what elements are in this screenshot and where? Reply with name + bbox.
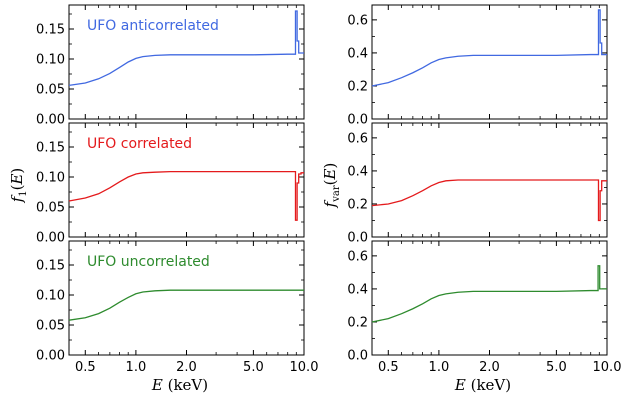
series-line bbox=[68, 170, 304, 221]
y-tick-label: 0.2 bbox=[347, 79, 368, 94]
x-tick-label: 1.0 bbox=[429, 360, 450, 375]
y-tick-label: 0.4 bbox=[347, 164, 368, 179]
y-tick-label: 0.6 bbox=[347, 13, 368, 28]
y-tick-label: 0.4 bbox=[347, 46, 368, 61]
panel-frame bbox=[371, 240, 608, 356]
y-tick-label: 0.15 bbox=[36, 259, 65, 274]
x-tick-label: 2.0 bbox=[479, 360, 500, 375]
series-line bbox=[68, 289, 304, 321]
y-tick-label: 0.05 bbox=[36, 319, 65, 334]
y-tick-label: 0.0 bbox=[347, 231, 368, 246]
y-tick-label: 0.0 bbox=[347, 113, 368, 128]
left-panel-1: 0.00 0.05 0.10 0.15 UFO anticorrelated bbox=[36, 4, 305, 128]
y-tick-label: 0.2 bbox=[347, 197, 368, 212]
y-tick-label: 0.0 bbox=[347, 349, 368, 364]
x-tick-label: 5.0 bbox=[546, 360, 567, 375]
y-tick-label: 0.00 bbox=[36, 349, 65, 364]
right-panel-2: 0.0 0.2 0.4 0.6 bbox=[347, 122, 608, 246]
y-tick-label: 0.10 bbox=[36, 289, 65, 304]
y-tick-label: 0.15 bbox=[36, 23, 65, 38]
x-tick-label: 5.0 bbox=[243, 360, 264, 375]
y-tick-label: 0.10 bbox=[36, 53, 65, 68]
y-tick-label: 0.4 bbox=[347, 282, 368, 297]
x-tick-label: 2.0 bbox=[176, 360, 197, 375]
y-tick-label: 0.6 bbox=[347, 249, 368, 264]
series-line bbox=[371, 9, 607, 87]
y-tick-label: 0.15 bbox=[36, 141, 65, 156]
x-tick-label: 10.0 bbox=[290, 360, 319, 375]
left-x-axis-title: E (keV) bbox=[151, 376, 208, 394]
x-tick-label: 0.5 bbox=[378, 360, 399, 375]
y-tick-label: 0.05 bbox=[36, 201, 65, 216]
panel-label: UFO uncorrelated bbox=[87, 254, 210, 270]
left-panel-3: 0.00 0.05 0.10 0.15 0.5 1.0 2.0 5.0 10.0 UFO unco… bbox=[36, 240, 319, 375]
x-tick-label: 10.0 bbox=[593, 360, 622, 375]
left-y-axis-title: f1(E) bbox=[8, 168, 29, 204]
right-column: 0.0 0.2 0.4 0.6 0.0 0.2 0.4 0.6 0.0 0.2 0.4 0.6 0.5 1… bbox=[347, 4, 622, 375]
series-line bbox=[68, 10, 304, 87]
panel-frame bbox=[371, 4, 608, 120]
series-line bbox=[371, 265, 607, 323]
x-tick-label: 0.5 bbox=[75, 360, 96, 375]
y-tick-label: 0.10 bbox=[36, 171, 65, 186]
panel-label: UFO anticorrelated bbox=[87, 18, 219, 34]
y-tick-label: 0.00 bbox=[36, 231, 65, 246]
y-tick-label: 0.00 bbox=[36, 113, 65, 128]
series-line bbox=[371, 179, 607, 222]
y-tick-label: 0.05 bbox=[36, 83, 65, 98]
right-x-axis-title: E (keV) bbox=[454, 376, 511, 394]
right-y-axis-title: fvar(E) bbox=[321, 163, 342, 209]
left-column: 0.000.050.100.15 UFO anticorrelated0.000.… bbox=[36, 4, 319, 375]
right-panel-3: 0.0 0.2 0.4 0.6 0.5 1.0 2.0 5.0 10.0 bbox=[347, 240, 622, 375]
panel-label: UFO correlated bbox=[87, 136, 192, 152]
right-panel-1: 0.0 0.2 0.4 0.6 bbox=[347, 4, 608, 128]
x-tick-label: 1.0 bbox=[126, 360, 147, 375]
left-panel-2: 0.00 0.05 0.10 0.15 UFO correlated bbox=[36, 122, 305, 246]
y-tick-label: 0.2 bbox=[347, 315, 368, 330]
y-tick-label: 0.6 bbox=[347, 131, 368, 146]
